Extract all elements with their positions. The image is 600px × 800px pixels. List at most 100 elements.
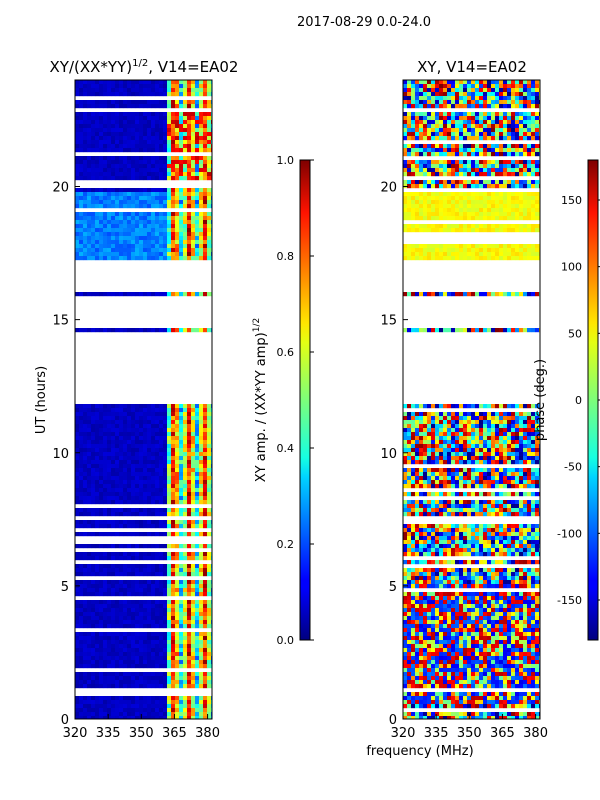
heatmap-cell [195,508,200,513]
heatmap-cell [83,632,88,637]
heatmap-cell [119,616,124,621]
heatmap-cell [519,212,524,217]
heatmap-cell [199,112,204,117]
heatmap-cell [171,420,176,425]
heatmap-cell [91,564,96,569]
heatmap-cell [99,160,104,165]
heatmap-cell [503,136,508,141]
heatmap-cell [123,480,128,485]
heatmap-cell [427,164,432,169]
heatmap-cell [151,452,156,457]
heatmap-cell [103,292,108,297]
heatmap-cell [443,228,448,233]
heatmap-cell [151,652,156,657]
heatmap-cell [123,532,128,537]
heatmap-cell [471,244,476,249]
heatmap-cell [175,196,180,201]
heatmap-cell [187,144,192,149]
heatmap-cell [95,608,100,613]
heatmap-cell [75,476,80,481]
heatmap-cell [75,608,80,613]
heatmap-cell [107,648,112,653]
heatmap-cell [187,220,192,225]
heatmap-cell [79,492,84,497]
heatmap-cell [79,696,84,701]
heatmap-cell [203,492,208,497]
heatmap-cell [159,452,164,457]
heatmap-cell [459,208,464,213]
heatmap-cell [171,716,176,719]
heatmap-cell [111,404,116,409]
heatmap-cell [131,80,136,85]
heatmap-cell [419,160,424,165]
heatmap-cell [107,176,112,181]
heatmap-cell [131,708,136,713]
heatmap-cell [95,236,100,241]
heatmap-cell [107,644,112,649]
heatmap-cell [87,124,92,129]
heatmap-cell [207,452,212,457]
heatmap-cell [495,152,500,157]
heatmap-cell [99,612,104,617]
heatmap-cell [199,600,204,605]
heatmap-cell [423,136,428,141]
heatmap-cell [99,232,104,237]
heatmap-cell [163,172,168,177]
heatmap-cell [119,84,124,89]
heatmap-cell [107,156,112,161]
heatmap-cell [187,248,192,253]
heatmap-cell [143,544,148,549]
heatmap-cell [179,656,184,661]
heatmap-cell [147,408,152,413]
heatmap-cell [459,152,464,157]
heatmap-cell [159,244,164,249]
heatmap-cell [135,532,140,537]
heatmap-cell [191,328,196,333]
heatmap-cell [179,676,184,681]
heatmap-cell [411,80,416,85]
heatmap-cell [127,512,132,517]
heatmap-cell [435,120,440,125]
heatmap-cell [479,144,484,149]
heatmap-cell [515,200,520,205]
heatmap-cell [195,592,200,597]
heatmap-cell [95,136,100,141]
heatmap-cell [171,144,176,149]
heatmap-cell [103,244,108,249]
heatmap-cell [91,592,96,597]
heatmap-cell [487,128,492,133]
heatmap-cell [175,564,180,569]
heatmap-cell [79,196,84,201]
heatmap-cell [531,132,536,137]
heatmap-cell [507,184,512,189]
heatmap-cell [423,204,428,209]
heatmap-cell [511,96,516,101]
heatmap-cell [155,712,160,717]
heatmap-cell [187,664,192,669]
heatmap-cell [111,608,116,613]
heatmap-cell [79,136,84,141]
heatmap-cell [183,128,188,133]
heatmap-cell [175,480,180,485]
heatmap-cell [439,124,444,129]
heatmap-cell [531,168,536,173]
heatmap-cell [135,496,140,501]
heatmap-cell [75,148,80,153]
heatmap-cell [135,256,140,261]
heatmap-cell [119,600,124,605]
heatmap-cell [179,496,184,501]
heatmap-cell [95,604,100,609]
heatmap-cell [115,420,120,425]
heatmap-cell [195,604,200,609]
heatmap-cell [523,184,528,189]
heatmap-cell [207,116,212,121]
heatmap-cell [411,204,416,209]
heatmap-cell [163,588,168,593]
heatmap-cell [171,408,176,413]
heatmap-cell [519,144,524,149]
heatmap-cell [87,136,92,141]
heatmap-cell [491,248,496,253]
heatmap-cell [159,664,164,669]
heatmap-cell [127,100,132,105]
heatmap-cell [435,160,440,165]
